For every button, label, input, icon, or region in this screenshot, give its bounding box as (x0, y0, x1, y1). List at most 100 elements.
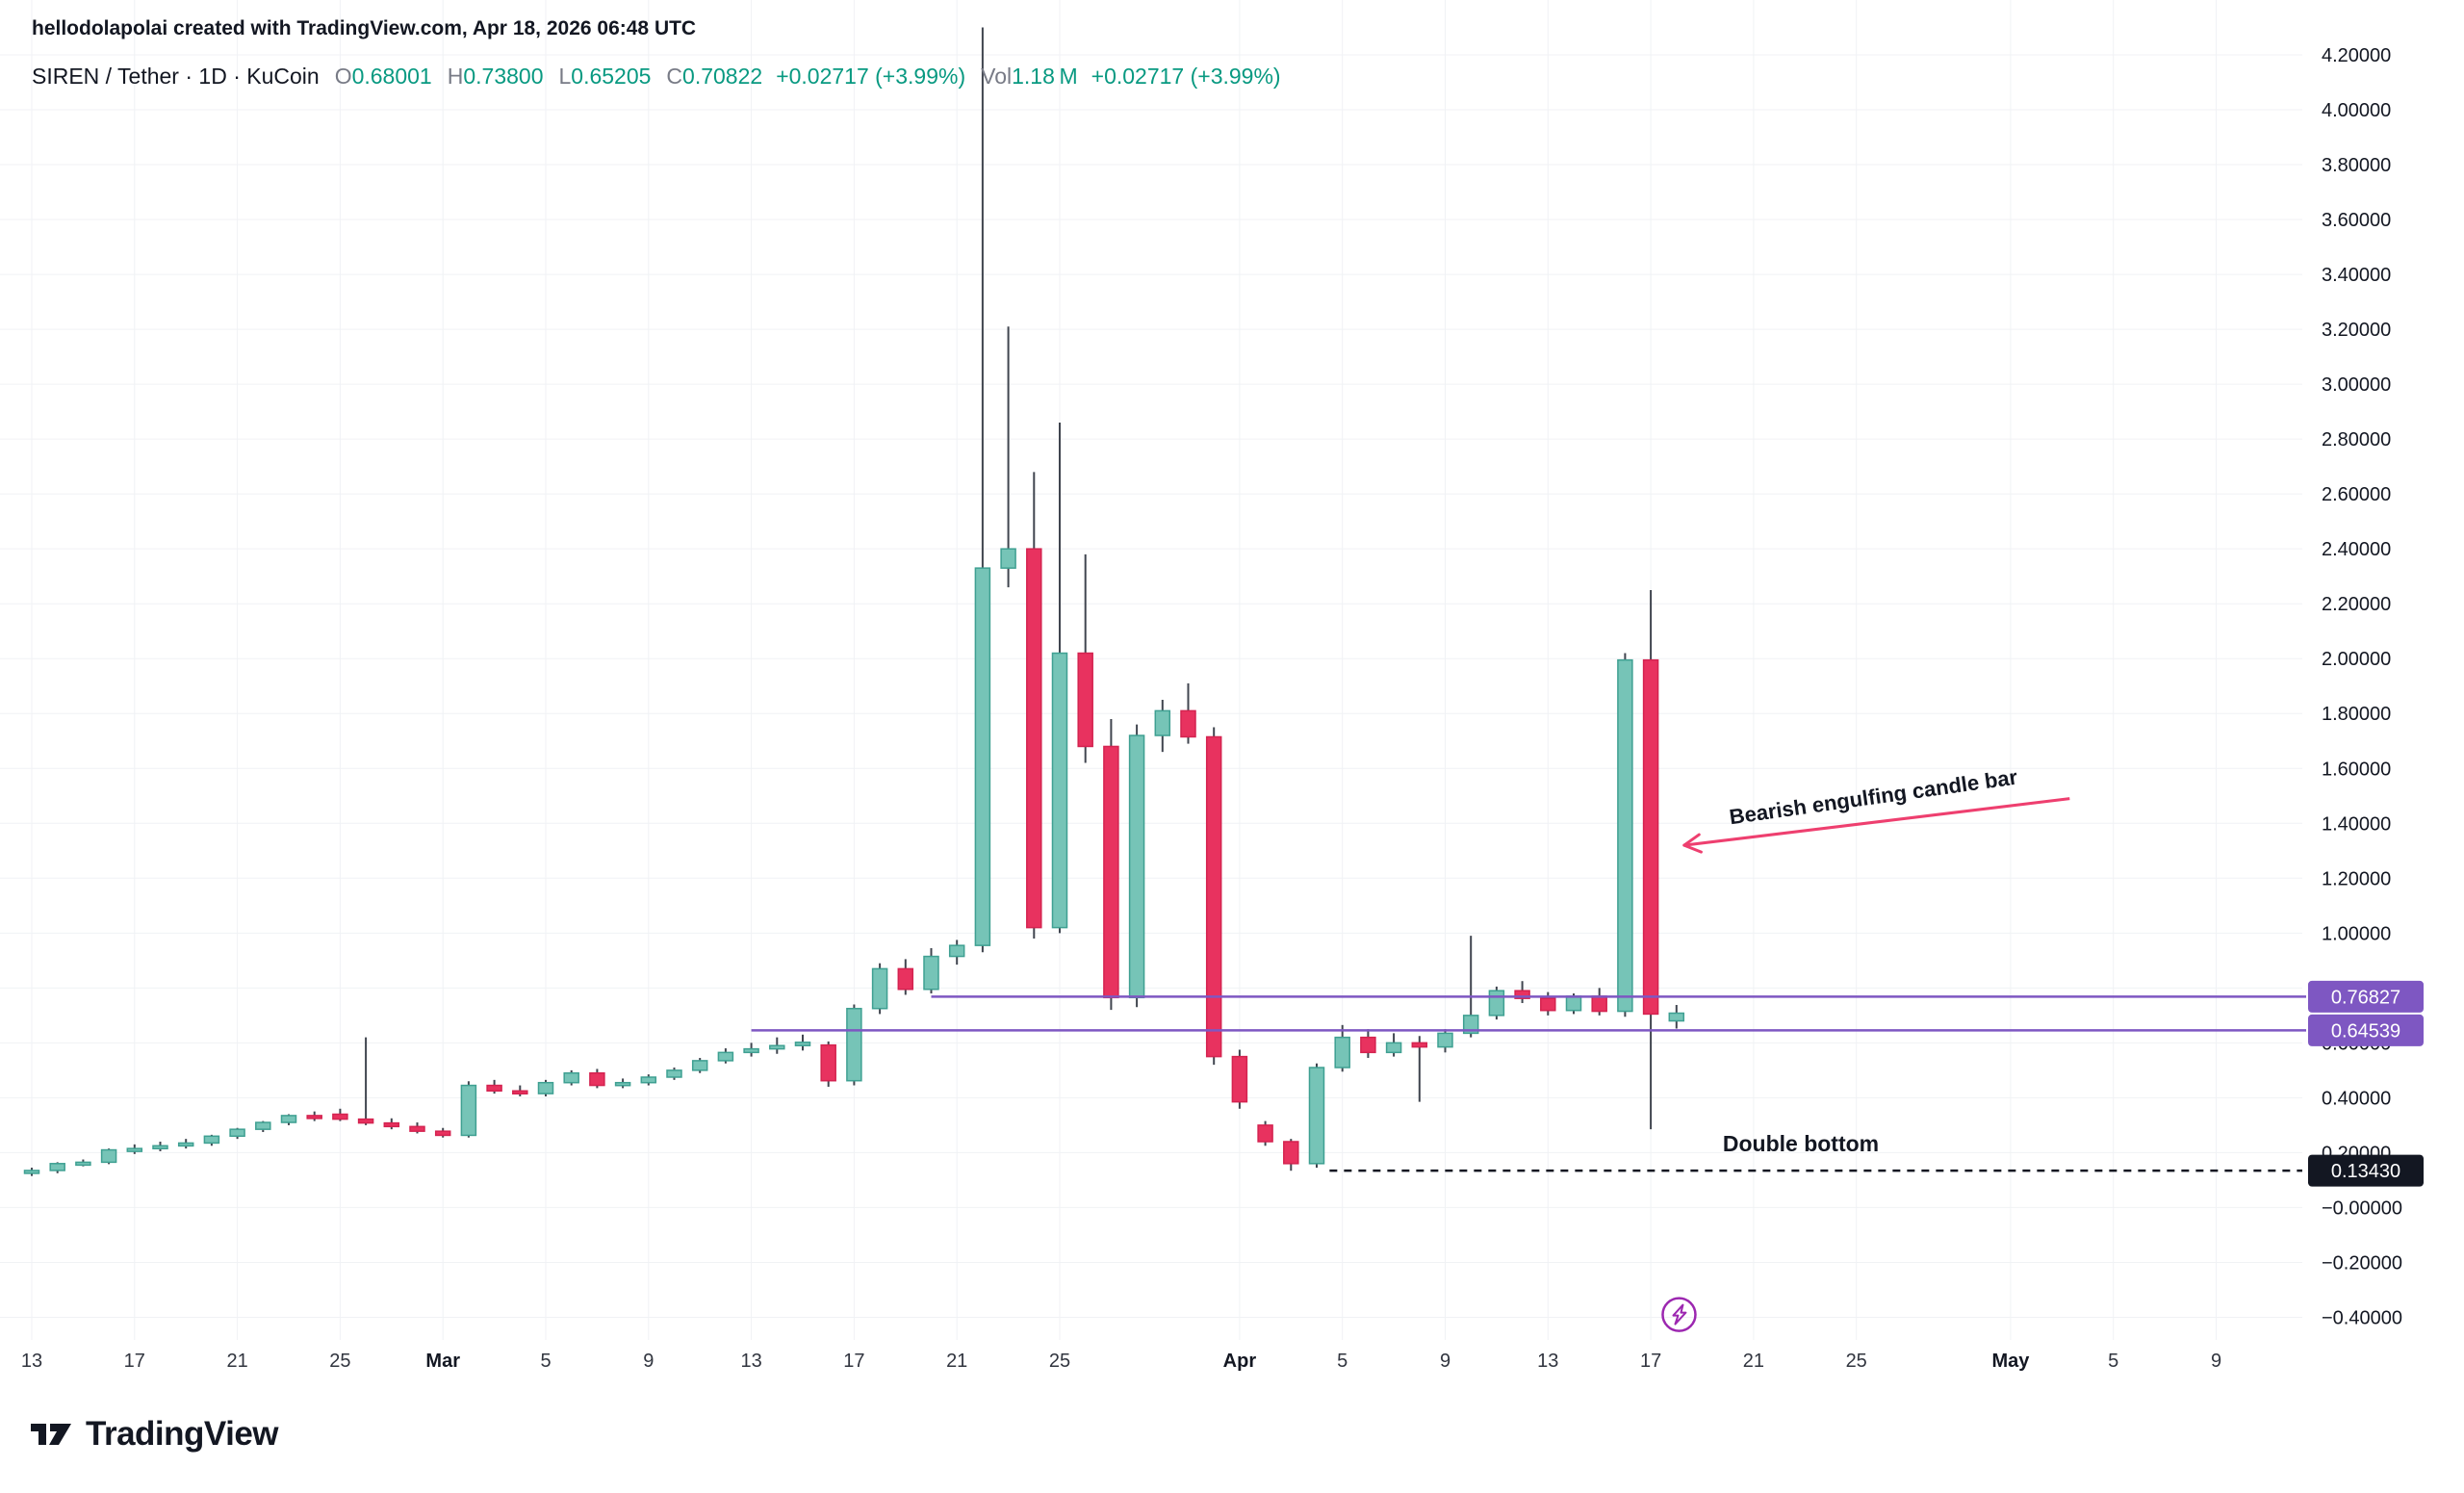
candle (1385, 1033, 1402, 1057)
price-axis-tick: 3.80000 (2322, 155, 2391, 176)
volume-value: 1.18 M (1012, 64, 1078, 89)
candle (280, 1114, 297, 1125)
price-axis-tick: 3.40000 (2322, 265, 2391, 286)
time-axis-tick: 13 (21, 1351, 42, 1372)
tradingview-logo-icon (31, 1424, 71, 1445)
price-axis-tick: −0.20000 (2322, 1252, 2402, 1274)
low-value: 0.65205 (571, 64, 652, 89)
candle (409, 1122, 425, 1134)
candle (1026, 472, 1042, 940)
price-axis-tick: 2.00000 (2322, 649, 2391, 670)
candle (1257, 1120, 1273, 1146)
candle (846, 1004, 862, 1086)
candle (1154, 699, 1171, 753)
candle (1128, 724, 1145, 1008)
candle (229, 1127, 245, 1140)
candle (1514, 981, 1530, 1004)
annotation-arrow[interactable] (1683, 797, 2070, 847)
time-axis-tick: 13 (1537, 1351, 1558, 1372)
price-axis-tick: −0.40000 (2322, 1307, 2402, 1328)
time-axis-tick: 21 (226, 1351, 247, 1372)
price-axis-tick: 3.00000 (2322, 374, 2391, 396)
candle (563, 1069, 579, 1086)
low-label: L (558, 64, 572, 89)
tradingview-logo-text: TradingView (86, 1415, 279, 1453)
time-axis-tick: 17 (1640, 1351, 1661, 1372)
price-axis-tick: 2.60000 (2322, 484, 2391, 505)
time-axis-tick: 5 (1337, 1351, 1348, 1372)
price-level-lines[interactable] (751, 995, 2306, 1032)
price-axis-tick: 2.20000 (2322, 594, 2391, 615)
bearish-engulfing-annotation[interactable]: Bearish engulfing candle bar (1682, 764, 2070, 854)
time-axis-tick: 9 (2211, 1351, 2221, 1372)
time-axis-tick: May (1991, 1351, 2030, 1372)
price-axis-tick: 3.20000 (2322, 320, 2391, 341)
price-axis-tick: −0.00000 (2322, 1197, 2402, 1219)
candle (1462, 936, 1479, 1038)
annotation-arrowhead (1682, 843, 1703, 854)
grid-lines (0, 0, 2302, 1340)
candle (820, 1041, 836, 1087)
candle (1000, 326, 1016, 588)
candle (1334, 1024, 1350, 1072)
candle (923, 948, 939, 994)
candle (255, 1120, 271, 1133)
symbol-legend[interactable]: SIREN / Tether · 1D · KuCoin O0.68001 H0.7… (32, 64, 1281, 90)
price-axis-tick: 0.40000 (2322, 1088, 2391, 1109)
time-axis-tick: 21 (1743, 1351, 1764, 1372)
candle (75, 1159, 91, 1167)
price-axis-tick: 2.40000 (2322, 539, 2391, 560)
volume-change-value: +0.02717 (+3.99%) (1091, 64, 1281, 89)
volume-label: Vol (981, 64, 1013, 89)
candle (691, 1058, 708, 1073)
candle (332, 1108, 348, 1121)
candle (1437, 1029, 1453, 1053)
time-axis[interactable] (0, 1342, 2302, 1392)
candle (1308, 1063, 1325, 1169)
price-axis-tick: 4.20000 (2322, 45, 2391, 66)
candle (357, 1037, 374, 1125)
candle (1360, 1029, 1376, 1059)
candle (512, 1085, 528, 1096)
price-axis-tick: 3.60000 (2322, 210, 2391, 231)
double-bottom-label[interactable]: Double bottom (1723, 1131, 1879, 1156)
price-axis[interactable] (2304, 0, 2464, 1340)
double-bottom-line[interactable]: Double bottom (1329, 1131, 2302, 1172)
candle (1488, 986, 1505, 1020)
lightning-icon (1661, 1297, 1697, 1332)
open-label: O (334, 64, 352, 89)
candle (49, 1162, 65, 1173)
price-axis-tick: 4.00000 (2322, 100, 2391, 121)
time-axis-tick: 25 (329, 1351, 350, 1372)
candle (1617, 653, 1633, 1017)
candle (974, 27, 991, 953)
candle (743, 1043, 759, 1057)
time-axis-tick: 13 (740, 1351, 761, 1372)
candle (434, 1127, 451, 1138)
time-axis-labels: 13 17 21 25 Mar 5 9 13 17 21 25 Apr 5 9 13 17 21 25 May 5 9 (21, 1351, 2221, 1372)
change-value: +0.02717 (+3.99%) (776, 64, 966, 89)
candle (1411, 1036, 1428, 1102)
candle (640, 1074, 657, 1086)
tradingview-logo[interactable]: TradingView (29, 1415, 279, 1454)
time-axis-tick: 25 (1049, 1351, 1070, 1372)
candle (1205, 727, 1222, 1066)
candle (306, 1111, 322, 1121)
price-axis-badge: 0.13430 (2308, 1154, 2424, 1187)
candle (1077, 553, 1093, 763)
candle (177, 1139, 194, 1149)
time-axis-tick: Apr (1223, 1351, 1257, 1372)
candle (1180, 682, 1196, 744)
bearish-engulfing-label[interactable]: Bearish engulfing candle bar (1728, 764, 2019, 829)
candle (589, 1068, 605, 1089)
candle (537, 1079, 554, 1096)
candle (717, 1048, 734, 1064)
price-axis-tick: 2.80000 (2322, 429, 2391, 450)
candle (100, 1148, 117, 1165)
candle (152, 1141, 168, 1151)
candle (1051, 423, 1068, 934)
time-axis-tick: 17 (124, 1351, 145, 1372)
ohlc-low: L0.65205 (558, 64, 651, 89)
